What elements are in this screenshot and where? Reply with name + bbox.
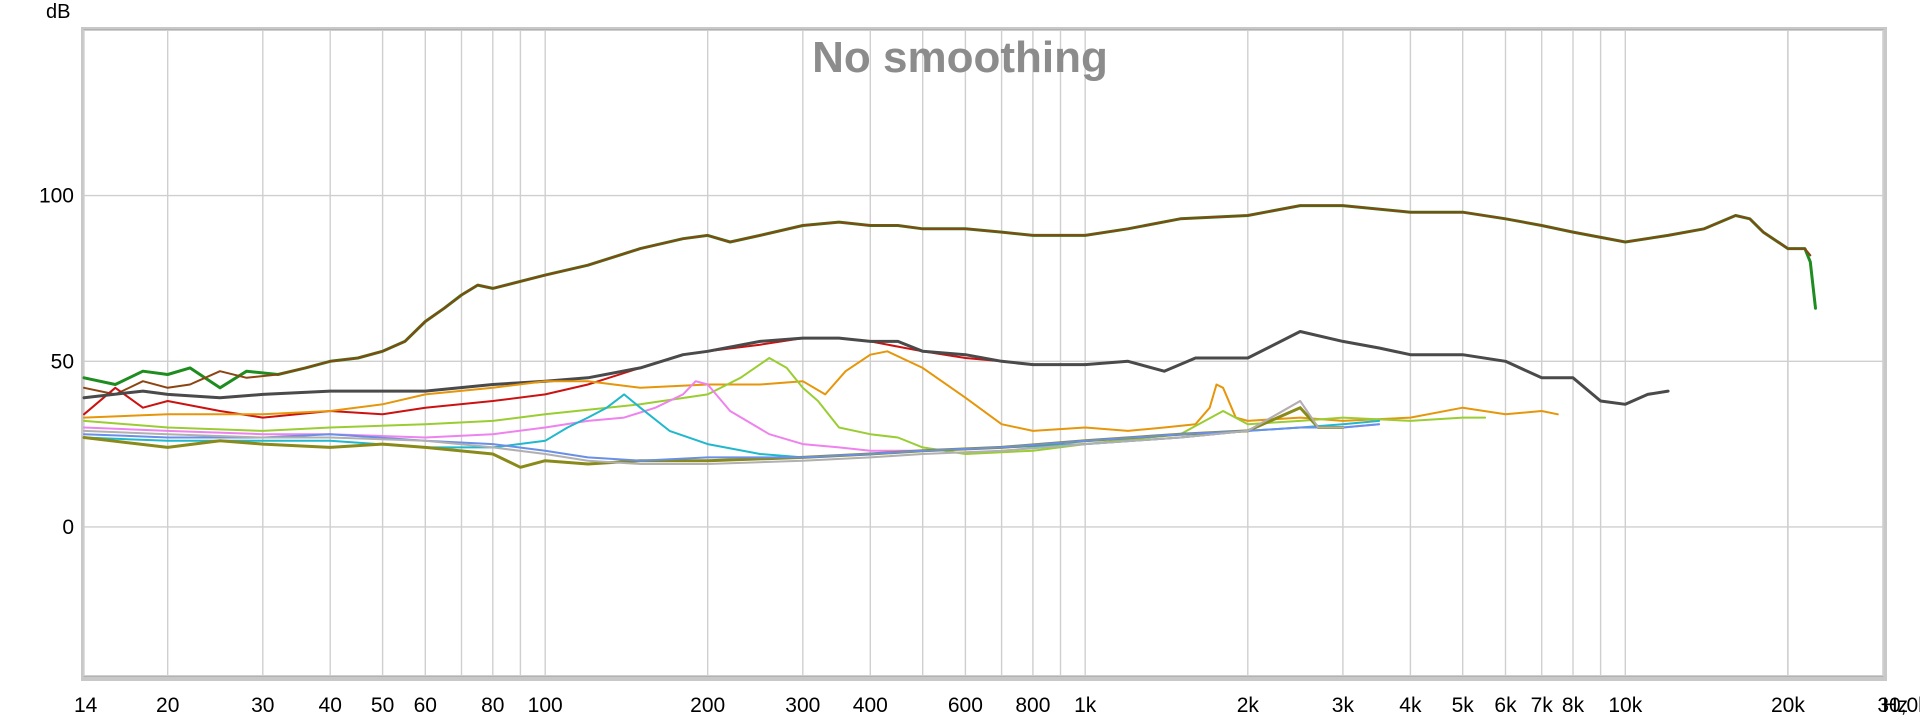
y-tick-label: 50 [51,350,74,373]
x-tick-label: 50 [371,694,394,717]
x-tick-label: 4k [1399,694,1422,717]
x-tick-label: 20 [156,694,179,717]
x-tick-label: 6k [1494,694,1517,717]
x-tick-label: 7k [1531,694,1554,717]
x-axis-unit: Hz [1882,694,1908,717]
series-line-5 [83,350,1559,432]
x-tick-label: 300 [785,694,820,717]
plot-area [83,29,1884,677]
y-tick-label: 100 [39,185,74,208]
x-tick-label: 600 [948,694,983,717]
x-tick-label: 400 [853,694,888,717]
x-tick-label: 1k [1074,694,1097,717]
x-tick-label: 40 [319,694,342,717]
x-tick-label: 100 [528,694,563,717]
series-layer [82,204,1817,469]
series-line-4 [82,330,1670,406]
x-tick-label: 3k [1332,694,1355,717]
series-line-2 [83,204,1812,396]
x-tick-label: 2k [1237,694,1260,717]
x-tick-label: 80 [481,694,504,717]
x-gridlines [83,30,1884,676]
x-tick-label: 30,0k [1877,694,1920,717]
chart-title: No smoothing [812,33,1108,82]
x-tick-label: 5k [1452,694,1475,717]
series-line-11 [83,400,1344,465]
y-axis-unit: dB [46,1,70,23]
y-tick-labels: 0 50 100 [39,185,74,539]
x-tick-label: 60 [414,694,437,717]
x-tick-label: 14 [74,694,98,717]
x-tick-label: 30 [251,694,274,717]
x-tick-label: 20k [1771,694,1805,717]
x-tick-label: 10k [1608,694,1642,717]
x-tick-label: 800 [1015,694,1050,717]
y-gridlines [84,194,1883,528]
x-tick-labels: 14 20 30 40 50 60 80 100 200 300 400 600 800 1k 2k 3k 4k… [74,694,1920,717]
x-tick-label: 8k [1562,694,1585,717]
y-tick-label: 0 [62,516,74,539]
x-tick-label: 200 [690,694,725,717]
